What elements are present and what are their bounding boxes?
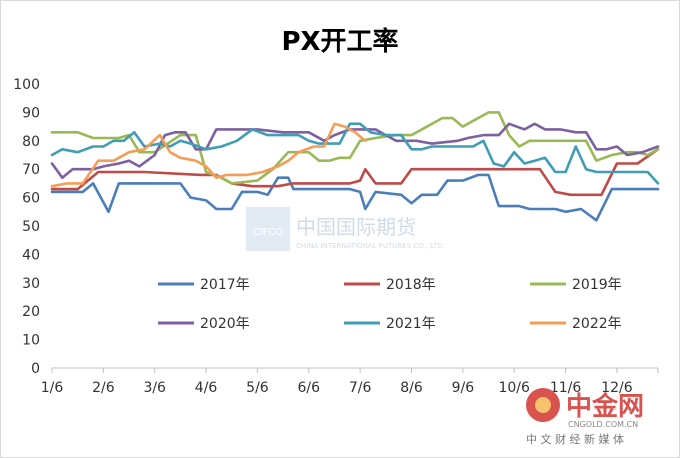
y-tick-label: 70: [22, 162, 40, 178]
series-line-4: [50, 122, 660, 179]
x-tick-label: 4/6: [195, 380, 218, 396]
cngold-logo-inner-icon: [535, 397, 551, 413]
x-tick-label: 5/6: [246, 380, 269, 396]
y-tick-label: 0: [31, 361, 40, 377]
series-line-1: [50, 173, 660, 222]
y-tick-label: 20: [22, 304, 40, 320]
cifco-logo-icon: [246, 207, 290, 251]
y-tick-label: 90: [22, 105, 40, 121]
x-tick-label: 9/6: [452, 380, 475, 396]
chart-title: PX开工率: [281, 26, 398, 57]
axes: 0 10 20 30 40 50 60 70 80 90 100 1/6 2/6 3/6 4/6 5/6 6/6…: [13, 77, 659, 396]
x-tick-label: 6/6: [298, 380, 321, 396]
y-tick-label: 80: [22, 134, 40, 150]
watermark-company-cn: 中国国际期货: [296, 215, 416, 239]
x-tick-label: 8/6: [400, 380, 423, 396]
x-tick-label: 7/6: [349, 380, 372, 396]
x-tick-label: 1/6: [41, 380, 64, 396]
series-line-5: [50, 122, 660, 185]
legend-label: 2022年: [572, 316, 622, 332]
series-line-3: [50, 111, 660, 185]
corner-watermark: 中金网 CNGOLD.COM.CN 中 文 财 经 新 媒 体: [526, 388, 644, 446]
cngold-tagline: 中 文 财 经 新 媒 体: [526, 432, 624, 446]
x-tick-label: 3/6: [143, 380, 166, 396]
cngold-brand: 中金网: [566, 391, 644, 422]
series-line-6: [50, 122, 367, 188]
legend-label: 2019年: [572, 277, 622, 293]
y-tick-label: 30: [22, 276, 40, 292]
y-tick-label: 50: [22, 219, 40, 235]
series-layer: [50, 111, 660, 222]
watermark-company-en: CHINA INTERNATIONAL FUTURES CO., LTD.: [296, 242, 445, 250]
legend: 2017年 2018年 2019年 2020年 2021年 2022年: [158, 277, 622, 332]
legend-label: 2021年: [386, 316, 436, 332]
x-tick-label: 11/6: [550, 380, 582, 396]
y-tick-label: 40: [22, 247, 40, 263]
center-watermark: CIFCO 中国国际期货 CHINA INTERNATIONAL FUTURES…: [246, 207, 445, 251]
watermark-logo-text: CIFCO: [253, 227, 284, 238]
legend-label: 2020年: [200, 316, 250, 332]
y-tick-label: 100: [13, 77, 40, 93]
y-tick-label: 60: [22, 191, 40, 207]
cngold-url: CNGOLD.COM.CN: [568, 420, 638, 429]
x-tick-label: 12/6: [601, 380, 633, 396]
legend-label: 2017年: [200, 277, 250, 293]
y-tick-label: 10: [22, 333, 40, 349]
legend-label: 2018年: [386, 277, 436, 293]
x-tick-label: 10/6: [498, 380, 530, 396]
x-tick-label: 2/6: [92, 380, 115, 396]
